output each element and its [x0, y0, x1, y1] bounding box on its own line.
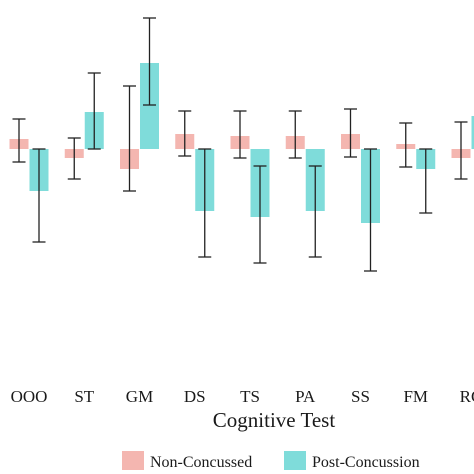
error-bar-non-concussed-ts: [233, 110, 247, 159]
error-bar-post-concussion-fm: [419, 148, 433, 214]
legend-swatch-non-concussed: [122, 451, 144, 470]
legend-swatch-post-concussion: [284, 451, 306, 470]
error-bar-non-concussed-gm: [123, 85, 136, 192]
x-tick-label-rc: RC: [460, 387, 474, 406]
error-bar-non-concussed-rc: [454, 121, 468, 180]
error-bar-non-concussed-pa: [288, 110, 302, 159]
x-tick-label-st: ST: [74, 387, 94, 406]
legend-label-non-concussed: Non-Concussed: [150, 454, 252, 471]
error-bar-post-concussion-gm: [143, 17, 156, 106]
x-tick-label-ss: SS: [351, 387, 370, 406]
x-tick-label-ts: TS: [240, 387, 260, 406]
error-bar-post-concussion-ts: [253, 165, 267, 264]
legend-label-post-concussion: Post-Concussion: [312, 454, 420, 471]
error-bar-post-concussion-ds: [198, 148, 212, 258]
error-bar-post-concussion-ss: [364, 148, 377, 272]
x-axis-tick-labels: OOO ST GM DS TS PA SS FM RC: [11, 387, 474, 406]
bar-post-concussion-rc: [471, 116, 474, 149]
x-tick-label-fm: FM: [403, 387, 428, 406]
error-bar-post-concussion-st: [87, 72, 101, 150]
x-tick-label-ooo: OOO: [11, 387, 48, 406]
error-bar-non-concussed-ds: [178, 110, 192, 157]
x-tick-label-pa: PA: [295, 387, 316, 406]
error-bar-post-concussion-pa: [308, 165, 322, 258]
x-tick-label-gm: GM: [126, 387, 153, 406]
error-bar-non-concussed-ss: [344, 108, 357, 158]
bar-post-concussion-gm: [140, 63, 159, 149]
error-bar-non-concussed-fm: [399, 122, 413, 168]
error-bar-non-concussed-st: [67, 137, 81, 180]
x-tick-label-ds: DS: [184, 387, 206, 406]
error-bar-non-concussed-ooo: [12, 118, 26, 163]
legend: Non-Concussed Post-Concussion: [122, 451, 420, 471]
x-axis-title: Cognitive Test: [213, 408, 336, 432]
plot-area: [9, 17, 474, 272]
error-bar-post-concussion-ooo: [32, 148, 46, 243]
